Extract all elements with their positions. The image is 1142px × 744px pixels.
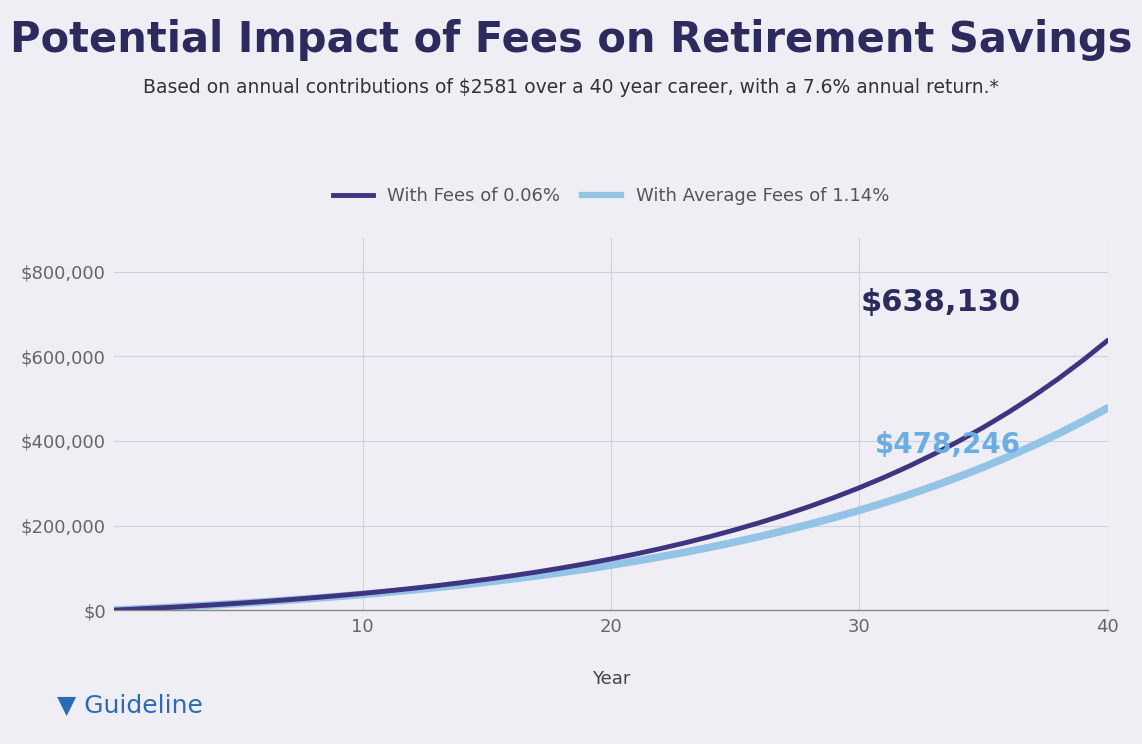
Legend: With Fees of 0.06%, With Average Fees of 1.14%: With Fees of 0.06%, With Average Fees of… xyxy=(325,180,896,213)
Text: Potential Impact of Fees on Retirement Savings: Potential Impact of Fees on Retirement S… xyxy=(10,19,1132,60)
Text: ▼ Guideline: ▼ Guideline xyxy=(57,694,203,718)
Text: Based on annual contributions of $2581 over a 40 year career, with a 7.6% annual: Based on annual contributions of $2581 o… xyxy=(143,78,999,97)
Text: Year: Year xyxy=(592,670,630,687)
Text: $478,246: $478,246 xyxy=(875,432,1021,459)
Text: $638,130: $638,130 xyxy=(861,288,1021,317)
